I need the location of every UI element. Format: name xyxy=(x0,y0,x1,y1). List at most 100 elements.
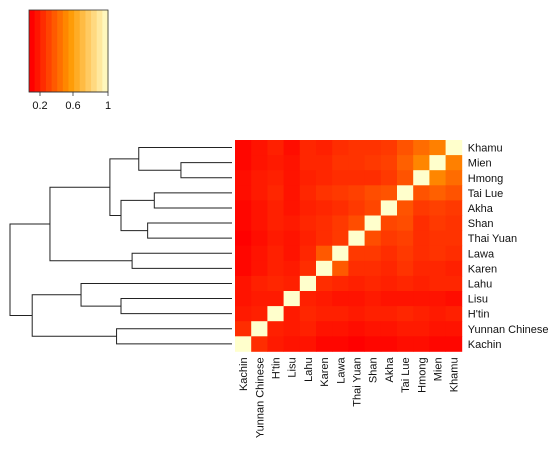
heatmap-cell xyxy=(364,200,382,216)
heatmap-cell xyxy=(364,291,382,307)
dendrogram-branch xyxy=(9,223,50,317)
column-label: Shan xyxy=(368,357,380,383)
row-label: Lahu xyxy=(468,278,492,290)
heatmap-cell xyxy=(251,291,268,307)
heatmap-cell xyxy=(445,185,463,201)
heatmap-cell xyxy=(251,170,268,186)
row-label: Hmong xyxy=(468,173,503,185)
row-label: Kachin xyxy=(468,339,502,351)
heatmap-cell xyxy=(429,306,446,322)
heatmap-cell xyxy=(251,140,268,156)
heatmap-cell xyxy=(364,245,382,262)
heatmap-cell xyxy=(429,275,446,292)
heatmap-cell xyxy=(235,170,252,186)
heatmap-cell xyxy=(316,260,333,277)
heatmap-cell xyxy=(348,185,365,201)
heatmap-cell xyxy=(348,291,365,307)
heatmap-cell xyxy=(299,155,317,171)
heatmap-cell xyxy=(332,291,349,307)
column-label: H'tin xyxy=(271,357,283,379)
heatmap-cell xyxy=(235,260,252,277)
heatmap-cell xyxy=(413,260,430,277)
heatmap-cell xyxy=(316,200,333,216)
heatmap-cell xyxy=(283,245,301,262)
heatmap-cell xyxy=(429,245,446,262)
heatmap-cell xyxy=(235,321,252,337)
color-key-swatch xyxy=(74,10,81,92)
dendrogram-branch xyxy=(147,222,232,239)
heatmap-cell xyxy=(348,260,365,277)
color-key-swatch xyxy=(96,10,103,92)
column-label: Kachin xyxy=(238,357,250,391)
heatmap-cell xyxy=(380,260,398,277)
heatmap-cell xyxy=(445,170,463,186)
heatmap-cell xyxy=(364,170,382,186)
heatmap-cell xyxy=(316,291,333,307)
heatmap-cell xyxy=(413,170,430,186)
heatmap-cell xyxy=(397,260,414,277)
heatmap-cell xyxy=(380,140,398,156)
dendrogram-branch xyxy=(138,147,232,171)
heatmap-cell xyxy=(235,230,252,247)
heatmap-cell xyxy=(332,275,349,292)
heatmap-cell xyxy=(348,321,365,337)
dendrogram-branch xyxy=(116,328,232,345)
column-label: Tai Lue xyxy=(400,357,412,392)
heatmap-cell xyxy=(267,185,284,201)
heatmap-cell xyxy=(413,215,430,231)
column-label: Lisu xyxy=(287,357,299,377)
heatmap-cell xyxy=(251,155,268,171)
heatmap-cell xyxy=(316,185,333,201)
heatmap-cell xyxy=(380,200,398,216)
heatmap-cell xyxy=(397,291,414,307)
column-label: Mien xyxy=(433,357,445,381)
heatmap-cell xyxy=(235,185,252,201)
heatmap-cell xyxy=(445,275,463,292)
color-key-swatch xyxy=(102,10,109,92)
heatmap-cell xyxy=(235,155,252,171)
heatmap-cell xyxy=(397,200,414,216)
row-label: Tai Lue xyxy=(468,188,503,200)
heatmap-cell xyxy=(445,140,463,156)
color-key-tick-label: 0.2 xyxy=(32,100,47,112)
heatmap-cell xyxy=(348,230,365,247)
heatmap-cell xyxy=(283,155,301,171)
heatmap-cell xyxy=(251,321,268,337)
heatmap-cell xyxy=(316,140,333,156)
heatmap-cell xyxy=(332,321,349,337)
dendrogram-branch xyxy=(31,294,117,337)
heatmap-cell xyxy=(397,230,414,247)
color-key-swatch xyxy=(29,10,36,92)
heatmap-cell xyxy=(316,336,333,352)
row-label: Lisu xyxy=(468,294,488,306)
heatmap-cell xyxy=(380,336,398,352)
column-label: Lahu xyxy=(303,357,315,381)
heatmap-cell xyxy=(429,215,446,231)
heatmap-cell xyxy=(397,140,414,156)
heatmap-cell xyxy=(299,275,317,292)
heatmap-cell xyxy=(445,200,463,216)
color-key-swatch xyxy=(45,10,53,92)
heatmap-cell xyxy=(283,185,301,201)
heatmap-cell xyxy=(332,306,349,322)
heatmap-cell xyxy=(380,275,398,292)
heatmap-cell xyxy=(413,140,430,156)
heatmap-cell xyxy=(267,336,284,352)
heatmap-cell xyxy=(283,170,301,186)
heatmap-cell xyxy=(299,170,317,186)
heatmap-cell xyxy=(283,291,301,307)
heatmap-cell xyxy=(267,321,284,337)
heatmap-cell xyxy=(267,215,284,231)
heatmap-cell xyxy=(235,275,252,292)
heatmap-cell xyxy=(397,336,414,352)
heatmap-cell xyxy=(348,245,365,262)
dendrogram-branch xyxy=(109,158,139,216)
heatmap-cell xyxy=(235,306,252,322)
heatmap-cell xyxy=(316,215,333,231)
heatmap-cell xyxy=(413,336,430,352)
heatmap-cell xyxy=(316,321,333,337)
heatmap-cell xyxy=(267,275,284,292)
heatmap-cell xyxy=(251,245,268,262)
heatmap-cell xyxy=(235,200,252,216)
heatmap-cell xyxy=(380,155,398,171)
